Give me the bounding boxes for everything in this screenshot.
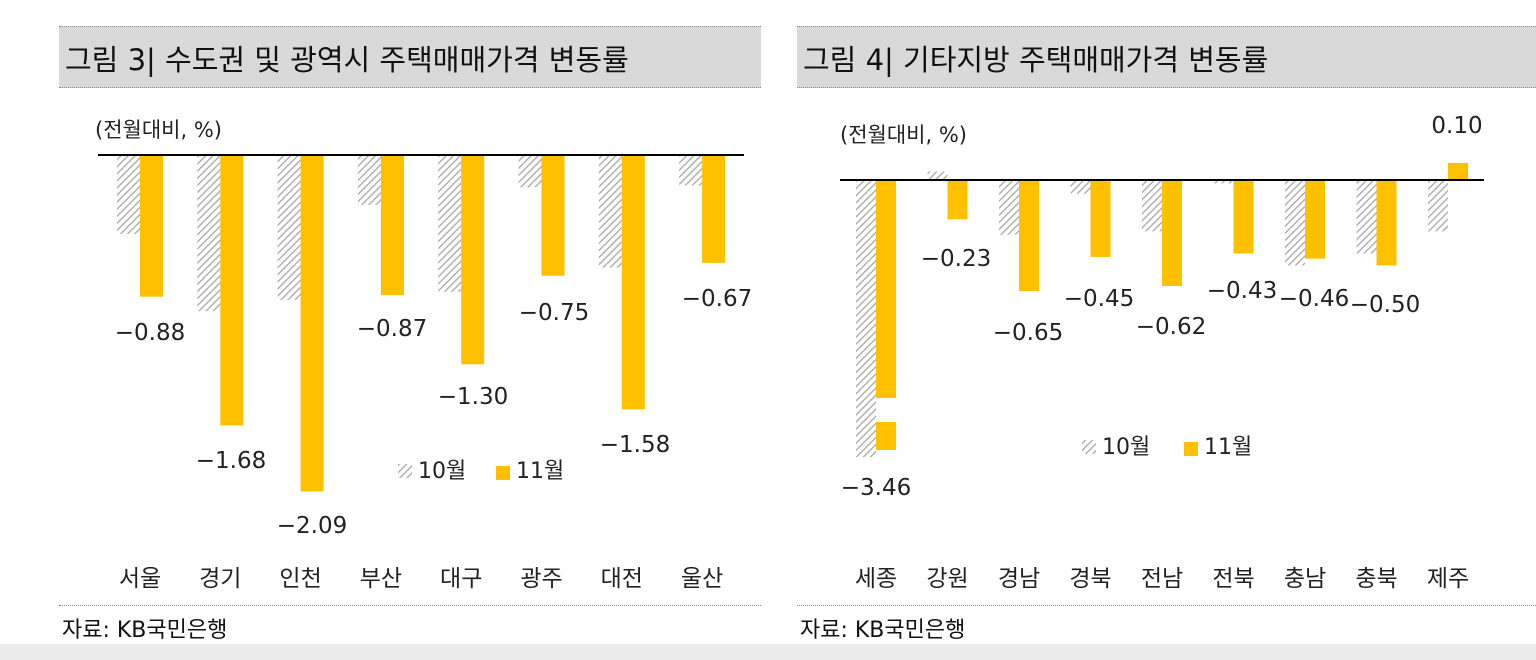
legend-swatch-nov bbox=[1184, 442, 1198, 456]
bar-oct-1 bbox=[197, 155, 221, 312]
legend-label-oct: 10월 bbox=[1102, 435, 1150, 460]
bar-oct-7 bbox=[1356, 180, 1377, 254]
chart-title: 그림 4| 기타지방 주택매매가격 변동률 bbox=[803, 43, 1269, 77]
bar-nov-4 bbox=[1162, 180, 1182, 287]
legend: 10월 11월 bbox=[398, 459, 564, 484]
category-label-1: 강원 bbox=[926, 566, 968, 592]
bar-nov-5 bbox=[541, 155, 565, 276]
legend-label-nov: 11월 bbox=[1204, 435, 1252, 460]
bar-chart-right: (전월대비, %) −3.46 세종 −0.23 강원 −0.65 경남 −0.45 경북 −0… bbox=[840, 113, 1484, 592]
category-label-5: 전북 bbox=[1212, 566, 1254, 592]
category-label-4: 대구 bbox=[440, 566, 482, 592]
bar-nov-2 bbox=[1019, 180, 1039, 292]
data-label-1: −0.23 bbox=[921, 246, 991, 272]
bar-nov-7 bbox=[1376, 180, 1397, 266]
data-label-2: −2.09 bbox=[277, 513, 347, 539]
data-label-3: −0.45 bbox=[1064, 286, 1134, 312]
data-label-0: −0.88 bbox=[115, 320, 185, 346]
bar-oct-0 bbox=[856, 180, 876, 458]
page-bottom-band bbox=[0, 644, 1536, 660]
category-label-0: 서울 bbox=[119, 566, 161, 592]
bar-oct-5 bbox=[1213, 180, 1234, 184]
bar-nov-8 bbox=[1448, 162, 1468, 180]
bar-nov-5 bbox=[1233, 180, 1254, 254]
chart-panel-right: 그림 4| 기타지방 주택매매가격 변동률 (전월대비, %) −3.46 세종 −… bbox=[768, 0, 1536, 660]
legend: 10월 11월 bbox=[1082, 435, 1252, 460]
legend-swatch-oct bbox=[398, 464, 412, 478]
category-label-1: 경기 bbox=[199, 566, 241, 592]
data-label-5: −0.75 bbox=[519, 300, 589, 326]
bar-nov-4 bbox=[461, 155, 485, 365]
bar-nov-tail-0 bbox=[876, 422, 896, 450]
bar-oct-2 bbox=[277, 155, 301, 300]
category-label-2: 인천 bbox=[279, 566, 321, 592]
bar-oct-0 bbox=[117, 155, 140, 234]
bar-chart-left: (전월대비, %) −0.88 서울 −1.68 경기 −2.09 인천 −0.87 부산 −1… bbox=[95, 118, 752, 592]
source-note: 자료: KB국민은행 bbox=[800, 618, 966, 643]
bar-oct-7 bbox=[679, 155, 703, 186]
bar-oct-8 bbox=[1428, 180, 1448, 232]
data-label-8: 0.10 bbox=[1431, 113, 1482, 139]
data-label-2: −0.65 bbox=[993, 320, 1063, 346]
bar-oct-3 bbox=[357, 155, 381, 205]
legend-swatch-nov bbox=[496, 466, 510, 480]
category-label-3: 경북 bbox=[1069, 566, 1111, 592]
bar-oct-6 bbox=[598, 155, 622, 268]
bar-nov-0 bbox=[876, 180, 896, 398]
source-divider bbox=[797, 605, 1536, 606]
data-label-4: −1.30 bbox=[438, 384, 508, 410]
category-label-3: 부산 bbox=[360, 566, 402, 592]
bar-oct-5 bbox=[518, 155, 542, 188]
bar-oct-3 bbox=[1070, 180, 1091, 194]
data-label-1: −1.68 bbox=[196, 448, 266, 474]
bar-nov-3 bbox=[1090, 180, 1111, 257]
source-note: 자료: KB국민은행 bbox=[62, 618, 228, 643]
data-label-6: −1.58 bbox=[600, 432, 670, 458]
data-label-6: −0.46 bbox=[1279, 286, 1349, 312]
bar-nov-2 bbox=[300, 155, 324, 492]
bar-oct-6 bbox=[1285, 180, 1305, 266]
category-label-0: 세종 bbox=[855, 566, 897, 592]
bar-nov-6 bbox=[1305, 180, 1325, 259]
category-label-6: 충남 bbox=[1284, 566, 1326, 592]
bar-oct-2 bbox=[999, 180, 1019, 235]
bar-oct-1 bbox=[927, 171, 948, 180]
category-label-7: 울산 bbox=[681, 566, 723, 592]
bar-nov-0 bbox=[140, 155, 163, 297]
data-label-7: −0.50 bbox=[1350, 292, 1420, 318]
category-label-8: 제주 bbox=[1427, 566, 1469, 592]
data-label-4: −0.62 bbox=[1136, 314, 1206, 340]
category-label-4: 전남 bbox=[1141, 566, 1183, 592]
data-label-0: −3.46 bbox=[841, 475, 911, 501]
category-label-6: 대전 bbox=[601, 566, 643, 592]
data-label-5: −0.43 bbox=[1207, 278, 1277, 304]
title-bar: 그림 3| 수도권 및 광역시 주택매매가격 변동률 bbox=[59, 26, 761, 88]
legend-swatch-oct bbox=[1082, 440, 1096, 454]
chart-title: 그림 3| 수도권 및 광역시 주택매매가격 변동률 bbox=[65, 43, 629, 77]
title-bar: 그림 4| 기타지방 주택매매가격 변동률 bbox=[797, 26, 1536, 88]
category-label-5: 광주 bbox=[520, 566, 562, 592]
data-label-7: −0.67 bbox=[682, 286, 752, 312]
data-label-3: −0.87 bbox=[357, 316, 427, 342]
bar-oct-4 bbox=[1142, 180, 1162, 232]
bar-nov-3 bbox=[380, 155, 404, 296]
unit-label: (전월대비, %) bbox=[95, 118, 222, 142]
unit-label: (전월대비, %) bbox=[840, 123, 967, 147]
bar-nov-1 bbox=[947, 180, 968, 220]
category-label-7: 충북 bbox=[1355, 566, 1397, 592]
bar-nov-6 bbox=[621, 155, 645, 410]
chart-panel-left: 그림 3| 수도권 및 광역시 주택매매가격 변동률 (전월대비, %) −0.… bbox=[59, 26, 761, 643]
bar-oct-4 bbox=[438, 155, 462, 292]
source-divider bbox=[59, 605, 761, 606]
legend-label-nov: 11월 bbox=[516, 459, 564, 484]
bar-nov-7 bbox=[702, 155, 726, 263]
bar-nov-1 bbox=[220, 155, 244, 426]
category-label-2: 경남 bbox=[998, 566, 1040, 592]
legend-label-oct: 10월 bbox=[418, 459, 466, 484]
